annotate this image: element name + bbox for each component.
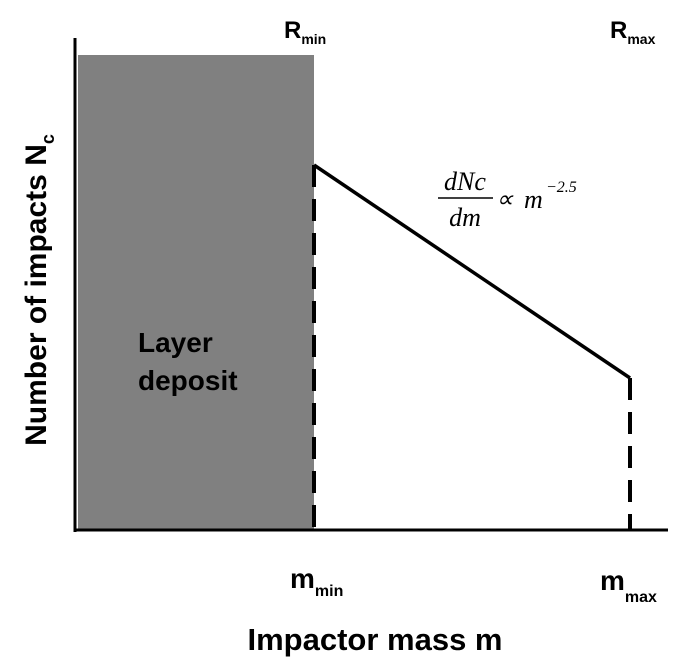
m-min-label: mmin bbox=[290, 563, 343, 600]
x-axis-label: Impactor mass m bbox=[248, 622, 503, 657]
formula-denominator: dm bbox=[449, 203, 481, 232]
r-min-label: Rmin bbox=[284, 17, 326, 47]
y-axis-label: Number of impacts Nc bbox=[20, 134, 58, 446]
m-max-label: mmax bbox=[600, 565, 657, 606]
region-label-line: deposit bbox=[138, 365, 238, 396]
formula-numerator: dNc bbox=[444, 167, 486, 196]
formula-relation: ∝ bbox=[496, 187, 514, 213]
formula-exponent: −2.5 bbox=[546, 179, 577, 196]
power-law-line bbox=[313, 163, 631, 380]
formula-base: m bbox=[524, 185, 543, 214]
region-label-line: Layer bbox=[138, 327, 213, 358]
formula: dNc dm ∝ m −2.5 bbox=[438, 167, 577, 232]
layer-deposit-region bbox=[78, 55, 314, 530]
r-max-label: Rmax bbox=[610, 17, 656, 47]
